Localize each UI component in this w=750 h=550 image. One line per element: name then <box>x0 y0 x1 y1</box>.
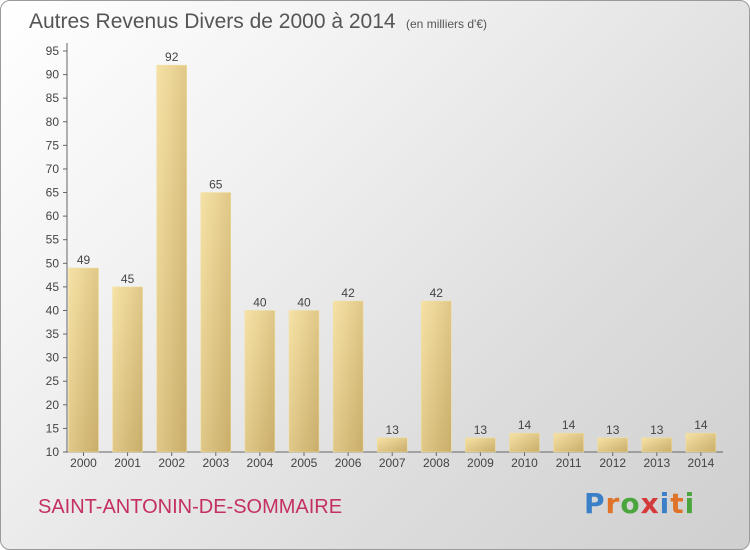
data-label: 14 <box>562 418 576 432</box>
y-tick-label: 55 <box>46 233 60 247</box>
bar <box>685 432 717 453</box>
data-label: 92 <box>165 50 179 64</box>
bar <box>641 437 673 453</box>
x-tick-label: 2012 <box>599 456 626 470</box>
bar <box>376 437 408 453</box>
chart-title: Autres Revenus Divers de 2000 à 2014 <box>29 10 396 33</box>
data-label: 13 <box>650 423 664 437</box>
unit-note: (en milliers d'€) <box>406 17 487 31</box>
place-name: SAINT-ANTONIN-DE-SOMMAIRE <box>38 496 343 518</box>
x-tick-label: 2006 <box>335 456 362 470</box>
y-tick-label: 60 <box>46 209 60 223</box>
bar <box>509 432 540 453</box>
x-tick-label: 2009 <box>467 456 494 470</box>
bar <box>156 64 187 453</box>
data-label: 14 <box>694 418 708 432</box>
y-tick-label: 80 <box>46 115 60 129</box>
data-label: 13 <box>606 423 620 437</box>
title-row: Autres Revenus Divers de 2000 à 2014 (en… <box>29 10 487 34</box>
data-label: 13 <box>474 423 488 437</box>
labels: 49 2000 45 2001 92 2002 65 2003 40 2004 40 2005 42 20… <box>70 50 714 470</box>
x-tick-label: 2003 <box>202 456 229 470</box>
x-tick-label: 2008 <box>423 456 450 470</box>
y-tick-label: 95 <box>46 44 60 58</box>
y-tick-label: 35 <box>46 327 60 341</box>
x-tick-label: 2013 <box>643 456 670 470</box>
data-label: 45 <box>121 272 135 286</box>
x-tick-label: 2000 <box>70 456 97 470</box>
logo-letter: i <box>684 487 696 520</box>
logo-letter: x <box>640 487 660 520</box>
x-tick-label: 2011 <box>556 456 582 470</box>
bar <box>332 300 364 453</box>
data-label: 14 <box>518 418 532 432</box>
y-tick-label: 50 <box>46 256 60 270</box>
y-tick-label: 20 <box>46 398 60 412</box>
x-tick-label: 2005 <box>291 456 318 470</box>
x-tick-label: 2002 <box>158 456 185 470</box>
data-label: 42 <box>430 286 444 300</box>
bar <box>244 310 276 453</box>
logo-letter: t <box>670 487 685 520</box>
bar <box>465 437 496 453</box>
logo-letter: o <box>620 487 641 520</box>
logo-letter: i <box>659 487 671 520</box>
y-tick-label: 75 <box>46 138 60 152</box>
y-tick-label: 25 <box>46 374 60 388</box>
y-tick-label: 65 <box>46 186 60 200</box>
x-tick-label: 2001 <box>114 456 141 470</box>
proxiti-logo: Proxiti <box>584 487 695 520</box>
data-label: 42 <box>341 286 355 300</box>
data-label: 40 <box>253 295 267 309</box>
data-label: 49 <box>77 253 91 267</box>
bar <box>421 300 452 453</box>
bars <box>68 64 717 453</box>
logo-letter: r <box>605 487 621 520</box>
x-tick-label: 2004 <box>247 456 274 470</box>
axes: 10 15 20 25 30 35 40 45 50 55 60 65 70 75 80 85 90 95 <box>46 43 723 459</box>
y-tick-label: 90 <box>46 68 60 82</box>
x-tick-label: 2014 <box>688 456 715 470</box>
y-tick-label: 10 <box>46 445 60 459</box>
data-label: 40 <box>297 295 311 309</box>
y-tick-label: 30 <box>46 351 60 365</box>
bar <box>200 192 232 453</box>
x-tick-label: 2007 <box>379 456 406 470</box>
logo-letter: P <box>584 487 606 520</box>
y-tick-label: 45 <box>46 280 60 294</box>
bar <box>68 267 99 453</box>
x-tick-label: 2010 <box>511 456 538 470</box>
y-tick-label: 15 <box>46 421 60 435</box>
data-label: 13 <box>386 423 400 437</box>
y-tick-label: 40 <box>46 303 60 317</box>
bar <box>288 310 320 453</box>
data-label: 65 <box>209 178 223 192</box>
bar <box>553 432 584 453</box>
y-tick-label: 70 <box>46 162 60 176</box>
y-tick-label: 85 <box>46 91 60 105</box>
bar <box>112 286 143 453</box>
bar <box>597 437 628 453</box>
